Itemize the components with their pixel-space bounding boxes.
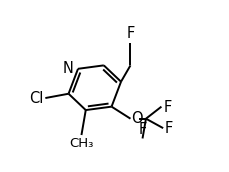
Text: F: F bbox=[138, 122, 146, 137]
Text: N: N bbox=[63, 61, 74, 76]
Text: Cl: Cl bbox=[29, 90, 43, 106]
Text: F: F bbox=[164, 121, 172, 136]
Text: F: F bbox=[162, 100, 171, 115]
Text: CH₃: CH₃ bbox=[69, 137, 93, 150]
Text: O: O bbox=[131, 111, 142, 126]
Text: F: F bbox=[126, 26, 134, 41]
